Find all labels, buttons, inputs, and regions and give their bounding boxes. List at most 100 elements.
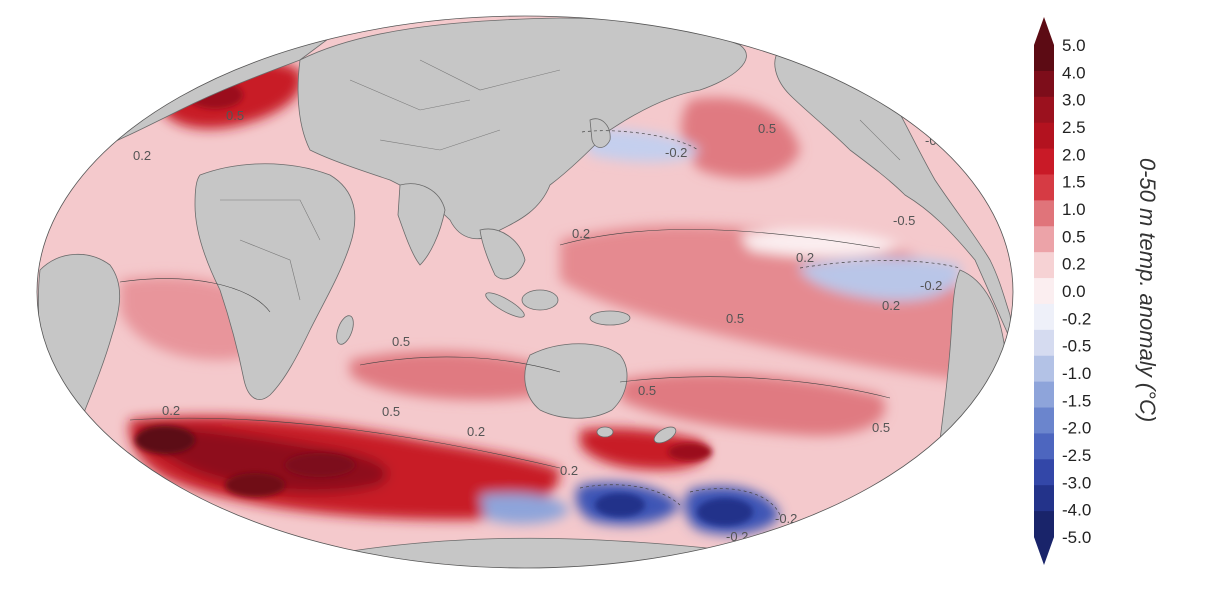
colorbar-segment	[1034, 174, 1054, 201]
contour-line-dashed	[799, 260, 961, 269]
contour-label: -0.2	[925, 133, 947, 148]
colorbar-extend-max	[1034, 17, 1054, 45]
colorbar-tick-label: 4.0	[1062, 63, 1086, 82]
contour-label: 0.2	[882, 298, 900, 313]
contour-label: -0.2	[726, 529, 748, 544]
colorbar-segment	[1034, 303, 1054, 331]
contour-line	[559, 229, 881, 249]
contour-label: 0.5	[758, 121, 776, 136]
contour-label: -0.5	[893, 213, 915, 228]
anomaly-coldspot-1	[595, 493, 645, 517]
contour-line	[359, 356, 561, 373]
contour-label: 0.2	[572, 226, 590, 241]
colorbar-segment	[1034, 278, 1054, 305]
contour-label: 0.5	[872, 420, 890, 435]
land-sumatra	[485, 292, 525, 318]
border-line	[419, 59, 561, 91]
contour-label: 0.5	[726, 311, 744, 326]
anomaly-region-south-pacific-white	[740, 229, 900, 257]
border-line	[379, 129, 501, 151]
contour-label: 0.5	[638, 383, 656, 398]
contour-label: -0.2	[775, 511, 797, 526]
contour-line-dashed	[689, 488, 781, 516]
colorbar-tick-label: -0.2	[1062, 309, 1091, 328]
colorbar-tick-label: 3.0	[1062, 91, 1086, 110]
colorbar-segment	[1034, 252, 1054, 279]
contour-label: 0.5	[226, 108, 244, 123]
colorbar-tick-label: -4.0	[1062, 501, 1091, 520]
colorbar-tick-label: 5.0	[1062, 36, 1086, 55]
colorbar-tick-label: -2.5	[1062, 446, 1091, 465]
colorbar-tick-label: 1.5	[1062, 173, 1086, 192]
colorbar-segment	[1034, 381, 1054, 409]
land-new-zealand	[653, 426, 677, 444]
colorbar-tick-label: 0.0	[1062, 282, 1086, 301]
land-africa	[194, 163, 356, 400]
contour-label: 0.5	[382, 404, 400, 419]
contour-line	[119, 278, 271, 313]
contour-label: -0.2	[920, 278, 942, 293]
colorbar-title: 0-50 m temp. anomaly (°C)	[1135, 158, 1160, 422]
map-outline	[36, 15, 1014, 569]
anomaly-region-se-pacific	[620, 372, 886, 436]
land-australia	[524, 343, 628, 419]
anomaly-hotspot-4	[668, 443, 712, 461]
colorbar-segment	[1034, 485, 1054, 512]
contour-line-dashed	[581, 130, 699, 151]
contour-line	[129, 417, 561, 469]
anomaly-coldspot-2	[697, 498, 753, 526]
contour-label: 0.2	[162, 403, 180, 418]
colorbar-segment	[1034, 70, 1054, 98]
contour-label: 0.2	[133, 148, 151, 163]
anomaly-region-east-pacific-cool	[800, 257, 961, 301]
colorbar-tick-label: 1.0	[1062, 200, 1086, 219]
colorbar-tick-label: 2.0	[1062, 145, 1086, 164]
colorbar-tick-label: -1.5	[1062, 391, 1091, 410]
colorbar-segment	[1034, 122, 1054, 150]
contour-label: 0.5	[392, 334, 410, 349]
colorbar-tick-label: -5.0	[1062, 528, 1091, 547]
anomaly-region-indian	[350, 351, 562, 400]
border-line	[859, 119, 901, 161]
land-madagascar	[336, 315, 354, 345]
contour-label: 0.2	[796, 250, 814, 265]
colorbar-tick-label: -2.0	[1062, 419, 1091, 438]
land-new-guinea	[589, 310, 631, 326]
colorbar-tick-label: -1.0	[1062, 364, 1091, 383]
colorbar-segment	[1034, 459, 1054, 486]
colorbar-segment	[1034, 226, 1054, 253]
land-india	[397, 183, 446, 266]
anomaly-region-southern-ocean-cool-3	[480, 493, 570, 524]
colorbar-segment	[1034, 329, 1054, 357]
colorbar-tick-label: -0.5	[1062, 337, 1091, 356]
colorbar-tick-label: 2.5	[1062, 118, 1086, 137]
colorbar-segment	[1034, 511, 1054, 538]
contour-line	[619, 376, 891, 399]
colorbar-segment	[1034, 45, 1054, 72]
anomaly-hotspot-3	[285, 453, 355, 477]
anomaly-region-south-indian-warm	[580, 428, 708, 470]
colorbar-extend-min	[1034, 537, 1054, 565]
colorbar-segment	[1034, 433, 1054, 460]
contour-label: 0.2	[467, 424, 485, 439]
land-borneo	[521, 289, 559, 311]
anomaly-region-nw-pacific-warm	[681, 97, 800, 179]
land-tasmania	[596, 426, 614, 438]
land-japan	[589, 118, 611, 148]
colorbar-segment	[1034, 407, 1054, 434]
colorbar-segment	[1034, 355, 1054, 383]
contour-label: 0.2	[560, 463, 578, 478]
contour-label: -0.2	[665, 145, 687, 160]
border-line	[239, 239, 301, 301]
border-line	[349, 79, 471, 111]
colorbar-tick-label: 0.2	[1062, 255, 1086, 274]
border-line	[220, 199, 321, 241]
colorbar-segment	[1034, 148, 1054, 175]
borders	[220, 59, 901, 301]
colorbar-tick-label: -3.0	[1062, 473, 1091, 492]
colorbar-segment	[1034, 200, 1054, 227]
colorbar-segment	[1034, 96, 1054, 124]
colorbar-tick-label: 0.5	[1062, 227, 1086, 246]
